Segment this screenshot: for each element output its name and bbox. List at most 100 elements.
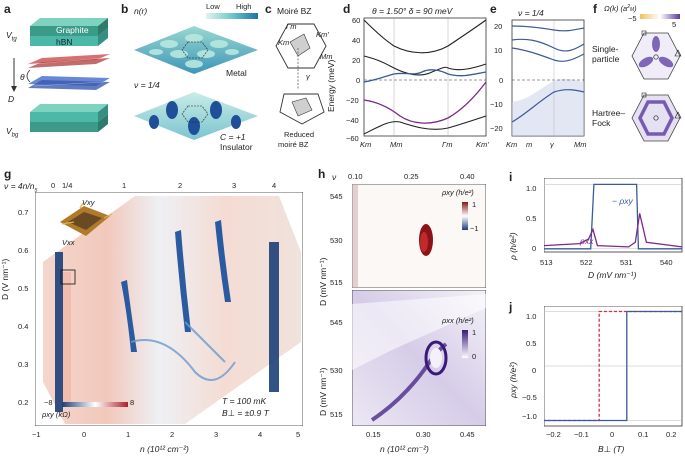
- g-ytick-04: 0.4: [18, 322, 29, 331]
- insulator-surface: [124, 86, 264, 144]
- inset-vxy-label: Vxy: [82, 198, 95, 207]
- e-xtick-m: m: [526, 140, 533, 149]
- h-top-ytick-515: 515: [330, 278, 343, 287]
- moire-bz-label: Moiré BZ: [277, 6, 312, 16]
- single-particle-label-1: Single-: [592, 44, 619, 54]
- g-ytick-02: 0.2: [18, 398, 29, 407]
- e-filling-label: ν = 1/4: [518, 8, 544, 18]
- hartree-fock-label-1: Hartree–: [592, 108, 626, 118]
- e-ytick-10: 10: [494, 46, 503, 55]
- h-top-ytick-530: 530: [330, 236, 343, 245]
- d-xtick-gm: Γm: [442, 140, 453, 149]
- g-ytick-06: 0.6: [18, 246, 29, 255]
- h-xtick-015: 0.15: [366, 430, 381, 439]
- h-rhoxy-map: [351, 183, 487, 289]
- g-cbar-label: ρxy (kΩ): [42, 410, 71, 419]
- band-params-label: θ = 1.50° δ = 90 meV: [372, 6, 453, 16]
- g-toptick-3: 3: [232, 181, 237, 190]
- d-xtick-kpm: Km': [476, 140, 489, 149]
- graphite-label: Graphite: [56, 25, 89, 35]
- panel-label-g: g: [4, 167, 12, 181]
- panel-label-d: d: [343, 2, 351, 16]
- j-xtick-01: 0.1: [638, 430, 649, 439]
- vtg-label: Vtg: [6, 30, 17, 43]
- g-xtick-0: 0: [82, 430, 87, 439]
- berry-single-particle-map: [630, 30, 682, 82]
- g-xtick-3: 3: [214, 430, 219, 439]
- i-rhoxy-legend: − ρxy: [612, 196, 633, 206]
- g-ytick-05: 0.5: [18, 284, 29, 293]
- series-line-0: [544, 183, 682, 250]
- g-xtick-2: 2: [170, 430, 175, 439]
- i-xtick-522: 522: [580, 258, 593, 267]
- d-ytick-0: 0: [356, 76, 361, 85]
- e-ytick-20: 20: [494, 22, 503, 31]
- j-ytick-m05: −0.5: [522, 393, 537, 402]
- j-y-axis-label: ρxy (h/e²): [508, 361, 518, 398]
- h-top-cbar-min: −1: [470, 224, 479, 233]
- g-y-axis-label: D (V nm⁻¹): [0, 258, 10, 300]
- i-resistivity-chart: [544, 178, 683, 253]
- density-colorbar: [206, 13, 258, 19]
- hbn-label: hBN: [56, 37, 73, 47]
- g-toptick-quarter: 1/4: [62, 181, 73, 190]
- i-xtick-540: 540: [660, 258, 673, 267]
- g-device-inset: [54, 200, 116, 246]
- panel-label-f: f: [593, 2, 597, 16]
- density-label: n(r): [134, 6, 148, 16]
- k-m-label: Km: [278, 38, 290, 47]
- h-toptick-040: 0.40: [460, 172, 475, 181]
- h-bottom-y-axis-label: D (mV nm⁻¹): [318, 367, 328, 416]
- j-ytick-0: 0: [532, 366, 537, 375]
- g-cbar-max: 8: [130, 398, 135, 407]
- hartree-fock-label-2: Fock: [592, 118, 611, 128]
- i-xtick-513: 513: [540, 258, 553, 267]
- gamma-m-label: Γm: [286, 22, 297, 31]
- d-xtick-mm: Mm: [390, 140, 403, 149]
- d-field-label: D: [8, 94, 15, 104]
- m-m-label: Mm: [320, 52, 333, 61]
- series-line-1: [544, 213, 683, 248]
- i-ytick-0: 0: [532, 244, 537, 253]
- g-ytick-07: 0.7: [18, 208, 29, 217]
- h-bot-ytick-545: 545: [330, 318, 343, 327]
- h-rhoxx-map: [351, 289, 487, 427]
- h-nu-label: ν: [332, 172, 337, 182]
- h-toptick-010: 0.10: [348, 172, 363, 181]
- d-ytick-40: 40: [352, 36, 361, 45]
- d-ytick-60: 60: [352, 16, 361, 25]
- metal-surface: [124, 22, 264, 78]
- g-ytick-03: 0.3: [18, 360, 29, 369]
- panel-a-device-schematic: [0, 14, 115, 154]
- colorbar-high-label: High: [236, 2, 252, 11]
- d-ytick-m40: −40: [346, 116, 359, 125]
- vbg-label: Vbg: [6, 126, 19, 139]
- e-xtick-gamma: γ: [550, 140, 554, 149]
- g-colorbar: [62, 402, 128, 407]
- g-xtick-4: 4: [258, 430, 263, 439]
- panel-label-b: b: [121, 2, 129, 16]
- j-x-axis-label: B⊥ (T): [598, 444, 625, 454]
- g-xtick-m1: −1: [32, 430, 41, 439]
- i-y-axis-label: ρ (h/e²): [508, 232, 518, 260]
- g-temperature-label: T = 100 mK: [222, 396, 267, 406]
- g-x-axis-label: n (10¹² cm⁻²): [140, 444, 189, 454]
- berry-cbar-min: −5: [628, 14, 637, 23]
- h-xtick-030: 0.30: [416, 430, 431, 439]
- j-ytick-1: 1.0: [526, 312, 537, 321]
- e-ytick-0: 0: [499, 76, 504, 85]
- berry-cbar-max: 5: [672, 20, 677, 29]
- e-xtick-mm: Mm: [574, 140, 587, 149]
- metal-label: Metal: [226, 68, 247, 78]
- bz-diagram: [270, 18, 332, 128]
- berry-colorbar: [640, 14, 680, 19]
- panel-label-a: a: [4, 2, 11, 16]
- i-x-axis-label: D (mV nm⁻¹): [588, 270, 637, 280]
- panel-label-h: h: [318, 167, 326, 181]
- j-xtick-m01: −0.1: [574, 430, 589, 439]
- h-bot-cbar-min: 0: [472, 352, 477, 361]
- d-ytick-20: 20: [352, 56, 361, 65]
- g-toptick-2: 2: [178, 181, 183, 190]
- kprime-m-label: Km': [316, 30, 329, 39]
- h-xtick-045: 0.45: [460, 430, 475, 439]
